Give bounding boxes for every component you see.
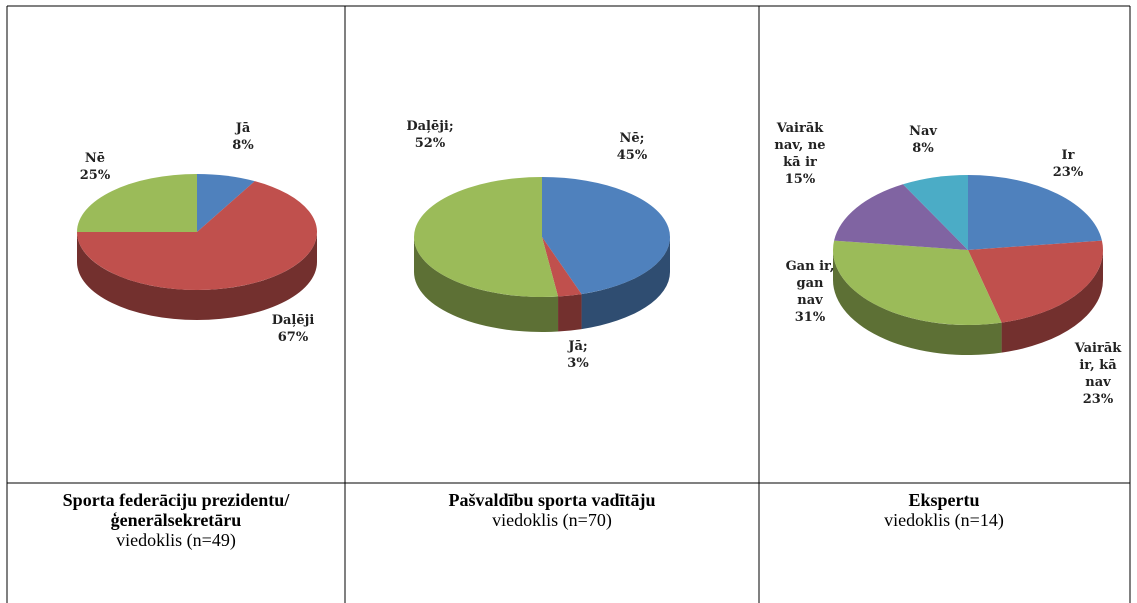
- table-borders: [6, 5, 1131, 603]
- slice-label: Nav 8%: [903, 123, 943, 157]
- slice-name: Ir: [1061, 148, 1075, 163]
- caption-title: Ekspertu: [908, 490, 980, 510]
- pie-slice: [968, 240, 1103, 323]
- slice-value: 8%: [232, 138, 254, 153]
- caption-text: viedoklis (n=70): [492, 510, 612, 530]
- slice-value: 45%: [616, 148, 648, 163]
- caption-text: viedoklis (n=14): [884, 510, 1004, 530]
- caption-title: Sporta federāciju prezidentu/ ģenerālsek…: [62, 490, 290, 530]
- pie-slice: [542, 237, 582, 297]
- caption: Ekspertu viedoklis (n=14): [794, 490, 1094, 530]
- slice-name: Vairāk nav, ne kā ir: [774, 121, 826, 170]
- slice-value: 23%: [1082, 392, 1114, 407]
- slice-label: Vairāk ir, kā nav 23%: [1072, 340, 1124, 408]
- pie-slice-side: [77, 232, 317, 320]
- caption: Pašvaldību sporta vadītāju viedoklis (n=7…: [402, 490, 702, 530]
- slice-name: Daļēji: [271, 313, 315, 328]
- slice-label: Jā; 3%: [558, 338, 598, 372]
- slice-name: Daļēji;: [406, 119, 454, 134]
- pie-slice: [77, 181, 317, 290]
- pie-slice: [902, 175, 968, 250]
- slice-name: Jā: [235, 121, 251, 136]
- slice-name: Jā;: [568, 339, 588, 354]
- pie-slice: [542, 177, 671, 295]
- pie-slice: [833, 240, 1002, 325]
- slice-label: Vairāk nav, ne kā ir 15%: [765, 120, 835, 188]
- slice-name: Nē: [84, 151, 106, 166]
- pie-slice-side: [414, 237, 559, 332]
- caption: Sporta federāciju prezidentu/ ģenerālsek…: [26, 490, 326, 550]
- pie-slice-side: [833, 250, 1002, 356]
- slice-value: 25%: [79, 168, 111, 183]
- caption-title: Pašvaldību sporta vadītāju: [448, 490, 656, 510]
- pie-slice-side: [558, 294, 582, 332]
- slice-name: Nē;: [619, 131, 645, 146]
- slice-value: 3%: [567, 356, 589, 371]
- slice-label: Gan ir, gan nav 31%: [785, 258, 835, 326]
- slice-label: Nē; 45%: [607, 130, 657, 164]
- caption-text: viedoklis (n=49): [116, 530, 236, 550]
- slice-value: 23%: [1052, 165, 1084, 180]
- slice-value: 52%: [414, 136, 446, 151]
- pie-slice-side: [1001, 250, 1103, 353]
- slice-name: Vairāk ir, kā nav: [1074, 341, 1122, 390]
- slice-label: Nē 25%: [75, 150, 115, 184]
- slice-value: 15%: [784, 172, 816, 187]
- slice-label: Jā 8%: [223, 120, 263, 154]
- pie-slice: [414, 177, 559, 297]
- slice-value: 8%: [912, 141, 934, 156]
- pie-slice: [968, 175, 1102, 250]
- pie-slice: [197, 174, 255, 232]
- slice-label: Ir 23%: [1048, 147, 1088, 181]
- slice-label: Daļēji; 52%: [400, 118, 460, 152]
- slice-value: 67%: [277, 330, 309, 345]
- pie-slice-side: [581, 237, 670, 330]
- slice-name: Nav: [909, 124, 937, 139]
- slice-label: Daļēji 67%: [263, 312, 323, 346]
- slice-name: Gan ir, gan nav: [785, 259, 835, 308]
- pie-slice: [77, 174, 197, 232]
- slice-value: 31%: [794, 310, 826, 325]
- pie-slice: [834, 184, 968, 250]
